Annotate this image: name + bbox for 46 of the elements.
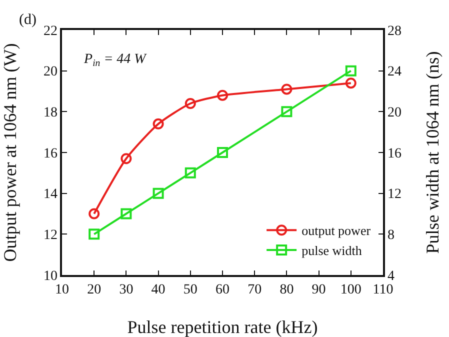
y-tick-label: 16	[43, 146, 58, 162]
annotation: P$_{in}$ = 44 W	[83, 52, 148, 69]
x-tick-label: 80	[280, 282, 294, 298]
x-tick-label: 60	[216, 282, 230, 298]
y2-tick-label: 8	[388, 228, 395, 244]
y2-tick-label: 12	[388, 187, 402, 202]
y-tick-label: 10	[43, 268, 58, 284]
y-tick-label: 12	[43, 228, 58, 244]
point	[184, 167, 196, 178]
legend-label: pulse width	[302, 243, 362, 258]
y2-axis-title: Pulse width at 1064 nm (ns)	[422, 51, 442, 254]
x-tick-label: 40	[151, 282, 166, 298]
point	[281, 84, 292, 95]
x-tick-label: 100	[340, 282, 362, 298]
x-axis-title: Pulse repetition rate (kHz)	[127, 317, 318, 337]
x-tick-label: 110	[372, 282, 394, 298]
x-tick-label: 50	[183, 282, 198, 298]
x-tick-label: 20	[87, 282, 102, 298]
point	[88, 208, 100, 220]
point	[184, 98, 196, 109]
x-tick-label: 70	[248, 282, 262, 298]
x-tick-label: 90	[312, 282, 326, 298]
point	[217, 147, 228, 158]
y2-tick-label: 16	[388, 146, 402, 162]
y-tick-label: 14	[43, 187, 58, 202]
y-tick-label: 18	[43, 106, 58, 121]
text: (d)	[19, 12, 36, 28]
legend-label: output power	[302, 223, 372, 238]
x-tick-label: 30	[119, 282, 134, 298]
y2-tick-label: 24	[388, 64, 402, 80]
point	[120, 153, 132, 164]
point	[217, 90, 228, 101]
x-tick-label: 10	[55, 282, 69, 298]
point	[345, 78, 356, 89]
point	[88, 228, 100, 240]
y-tick-label: 22	[43, 24, 58, 39]
point	[152, 118, 164, 130]
point	[345, 65, 356, 76]
point	[120, 208, 132, 220]
y-axis-title: Output power at 1064 nm (W)	[0, 43, 20, 262]
point	[152, 188, 164, 199]
y2-tick-label: 4	[388, 268, 395, 284]
y-tick-label: 20	[43, 64, 58, 80]
point	[281, 106, 292, 118]
y2-tick-label: 28	[388, 24, 402, 39]
y2-tick-label: 20	[388, 106, 402, 121]
